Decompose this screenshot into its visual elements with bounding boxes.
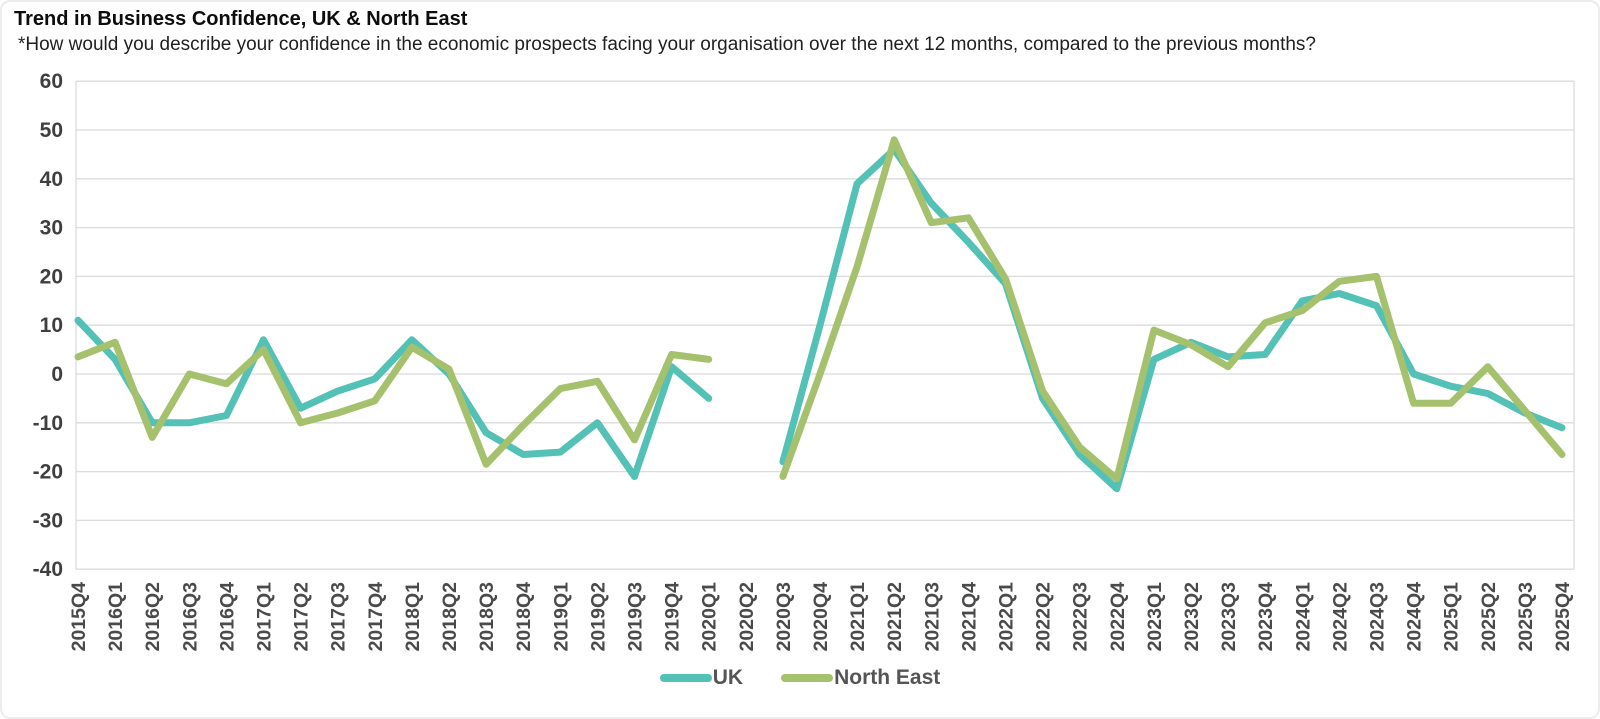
chart-legend: UK North East (0, 666, 1600, 690)
x-axis-tick-label: 2018Q4 (513, 582, 535, 652)
x-axis-tick-label: 2020Q3 (773, 582, 795, 652)
x-axis-tick-label: 2025Q1 (1441, 582, 1463, 652)
y-axis-tick-label: -10 (33, 412, 63, 435)
x-axis-tick-label: 2017Q4 (365, 582, 387, 652)
x-axis-tick-label: 2021Q3 (921, 582, 943, 652)
x-axis-tick-label: 2023Q3 (1218, 582, 1240, 652)
x-axis-tick-label: 2024Q2 (1329, 582, 1351, 652)
y-axis-tick-label: -40 (33, 558, 63, 581)
x-axis-tick-label: 2018Q1 (402, 582, 424, 652)
x-axis-tick-label: 2016Q1 (105, 582, 127, 652)
x-axis-tick-label: 2019Q4 (662, 582, 684, 652)
x-axis-tick-label: 2024Q3 (1367, 582, 1389, 652)
x-axis-tick-label: 2023Q1 (1144, 582, 1166, 652)
x-axis-tick-label: 2023Q2 (1181, 582, 1203, 652)
north-east-line-swatch (781, 674, 834, 682)
legend-label-uk: UK (712, 666, 744, 689)
x-axis-tick-label: 2016Q2 (142, 582, 164, 652)
y-axis-tick-label: 40 (40, 168, 63, 191)
x-axis-tick-label: 2017Q3 (328, 582, 350, 652)
x-axis-tick-label: 2019Q1 (550, 582, 572, 652)
x-axis-tick-label: 2020Q1 (699, 582, 721, 652)
y-axis-tick-label: -30 (33, 509, 63, 532)
x-axis-tick-label: 2017Q2 (291, 582, 313, 652)
legend-label-north-east: North East (834, 666, 941, 689)
x-axis-tick-label: 2024Q1 (1292, 582, 1314, 652)
y-axis-tick-label: 60 (40, 70, 63, 93)
y-axis-tick-label: 10 (40, 314, 63, 337)
legend-item-uk[interactable]: UK (659, 666, 744, 690)
x-axis-tick-label: 2022Q3 (1070, 582, 1092, 652)
uk-line-swatch (659, 674, 712, 682)
uk-line (74, 146, 1566, 493)
y-axis-tick-label: 50 (40, 119, 63, 142)
x-axis-tick-label: 2024Q4 (1404, 582, 1426, 652)
x-axis-tick-label: 2018Q2 (439, 582, 461, 652)
x-axis-tick-label: 2015Q4 (68, 582, 90, 652)
x-axis-tick-label: 2025Q4 (1552, 582, 1574, 652)
x-axis-tick-label: 2022Q2 (1033, 582, 1055, 652)
north-east-line (74, 136, 1566, 483)
x-axis-tick-label: 2021Q2 (884, 582, 906, 652)
x-axis-tick-label: 2016Q3 (179, 582, 201, 652)
chart-subtitle: *How would you describe your confidence … (18, 34, 1317, 55)
x-axis-tick-label: 2020Q4 (810, 582, 832, 652)
x-axis-tick-label: 2023Q4 (1255, 582, 1277, 652)
y-axis-tick-label: 0 (51, 363, 63, 386)
x-axis-tick-label: 2016Q4 (216, 582, 238, 652)
x-axis-tick-label: 2019Q2 (587, 582, 609, 652)
chart-title: Trend in Business Confidence, UK & North… (14, 8, 468, 30)
x-axis-tick-label: 2022Q4 (1107, 582, 1129, 652)
x-axis-tick-label: 2025Q3 (1515, 582, 1537, 652)
y-axis-tick-label: 30 (40, 217, 63, 240)
x-axis-tick-label: 2025Q2 (1478, 582, 1500, 652)
x-axis-tick-label: 2017Q1 (254, 582, 276, 652)
x-axis-tick-label: 2020Q2 (736, 582, 758, 652)
legend-item-north-east[interactable]: North East (781, 666, 940, 690)
y-axis-tick-label: 20 (40, 265, 63, 288)
x-axis-tick-label: 2018Q3 (476, 582, 498, 652)
x-axis-tick-label: 2019Q3 (625, 582, 647, 652)
x-axis-tick-label: 2022Q1 (996, 582, 1018, 652)
y-axis-tick-label: -20 (33, 461, 63, 484)
x-axis-tick-label: 2021Q1 (847, 582, 869, 652)
x-axis-tick-label: 2021Q4 (958, 582, 980, 652)
